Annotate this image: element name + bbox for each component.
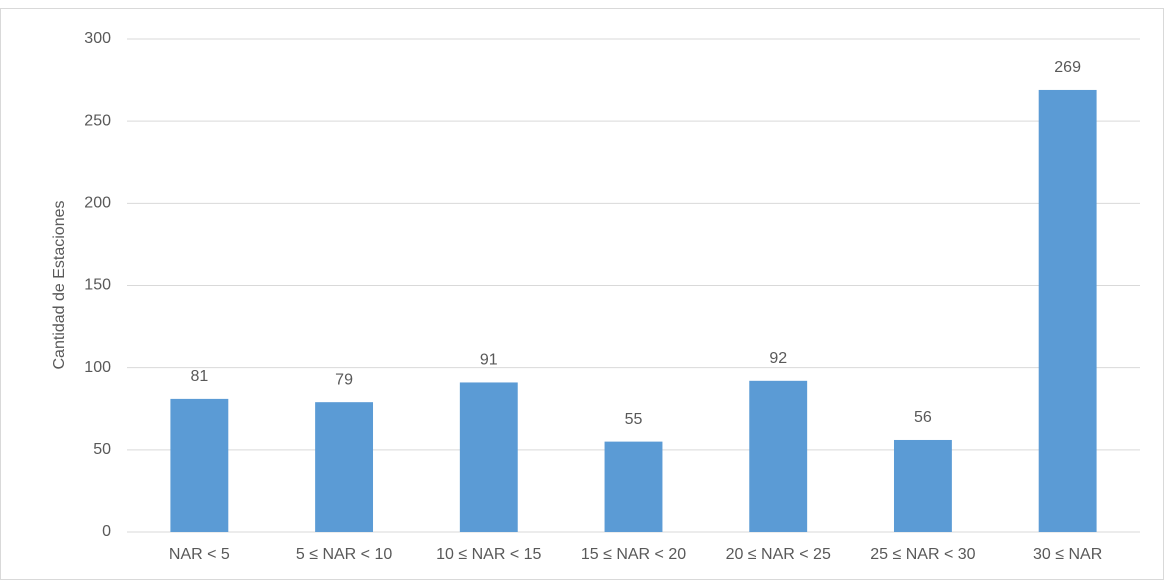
x-tick-label: 20 ≤ NAR < 25	[726, 546, 831, 563]
data-label: 56	[914, 409, 932, 426]
y-tick-label: 300	[84, 30, 111, 47]
data-label: 269	[1054, 59, 1081, 76]
bar	[1038, 89, 1097, 533]
x-tick-label: 5 ≤ NAR < 10	[296, 546, 392, 563]
x-tick-label: 10 ≤ NAR < 15	[436, 546, 541, 563]
bar	[749, 380, 808, 532]
y-tick-label: 200	[84, 195, 111, 212]
x-tick-label: NAR < 5	[169, 546, 230, 563]
bar	[315, 402, 374, 532]
x-tick-label: 15 ≤ NAR < 20	[581, 546, 686, 563]
data-label: 55	[625, 411, 643, 428]
y-tick-label: 100	[84, 359, 111, 376]
x-tick-label: 30 ≤ NAR	[1033, 546, 1102, 563]
y-tick-label: 250	[84, 112, 111, 129]
y-tick-label: 50	[93, 441, 111, 458]
y-axis-label: Cantidad de Estaciones	[51, 201, 68, 370]
bar	[604, 441, 663, 532]
data-label: 91	[480, 352, 498, 369]
data-label: 79	[335, 371, 353, 388]
x-tick-label: 25 ≤ NAR < 30	[870, 546, 975, 563]
data-label: 92	[769, 350, 787, 367]
y-tick-label: 0	[102, 523, 111, 540]
data-label: 81	[190, 368, 208, 385]
bar	[459, 382, 518, 532]
bar	[893, 439, 952, 532]
bar	[170, 398, 229, 532]
y-tick-label: 150	[84, 277, 111, 294]
